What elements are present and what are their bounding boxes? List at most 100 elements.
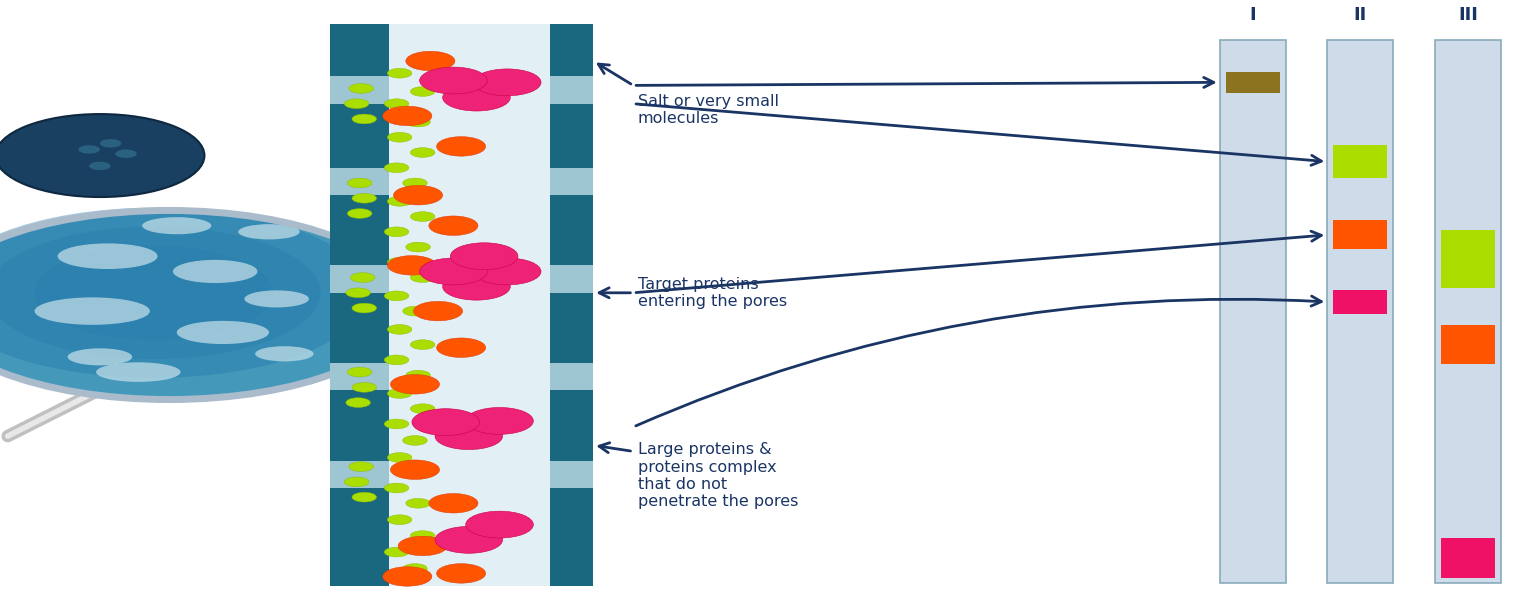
Circle shape (406, 498, 430, 508)
Circle shape (352, 303, 377, 313)
Circle shape (413, 414, 463, 434)
Bar (330, 461, 389, 488)
Circle shape (347, 367, 372, 377)
Circle shape (387, 453, 412, 462)
Circle shape (387, 389, 412, 398)
Circle shape (387, 256, 437, 275)
Ellipse shape (58, 243, 158, 269)
Text: III: III (1459, 6, 1477, 24)
Circle shape (420, 67, 487, 94)
Circle shape (387, 325, 412, 334)
Circle shape (352, 114, 377, 124)
Circle shape (0, 207, 369, 378)
Circle shape (352, 193, 377, 203)
Circle shape (403, 306, 427, 316)
Circle shape (0, 114, 204, 197)
Circle shape (383, 106, 432, 126)
Circle shape (384, 99, 409, 109)
Circle shape (350, 273, 375, 282)
Circle shape (387, 68, 412, 78)
Circle shape (398, 536, 447, 556)
Circle shape (443, 84, 510, 111)
Circle shape (437, 564, 486, 583)
Circle shape (410, 148, 435, 157)
Circle shape (347, 178, 372, 188)
Circle shape (410, 340, 435, 350)
Circle shape (0, 210, 407, 400)
Circle shape (437, 137, 486, 156)
Circle shape (0, 227, 321, 359)
Ellipse shape (35, 298, 151, 325)
Circle shape (346, 288, 370, 298)
Circle shape (344, 99, 369, 109)
Bar (330, 168, 389, 195)
Circle shape (429, 493, 478, 513)
Circle shape (383, 567, 432, 586)
Circle shape (387, 196, 412, 206)
Bar (1436, 40, 1502, 583)
Bar (1334, 220, 1388, 249)
Circle shape (473, 258, 541, 285)
Circle shape (429, 216, 478, 235)
Circle shape (393, 185, 443, 205)
Ellipse shape (238, 224, 300, 240)
Circle shape (387, 257, 412, 267)
Circle shape (384, 291, 409, 301)
Ellipse shape (68, 348, 132, 365)
Ellipse shape (95, 362, 181, 382)
Circle shape (384, 227, 409, 237)
Circle shape (390, 460, 440, 479)
Circle shape (384, 355, 409, 365)
Ellipse shape (174, 260, 258, 283)
Circle shape (420, 258, 487, 285)
Circle shape (410, 531, 435, 540)
Bar (1334, 290, 1388, 314)
Bar (389, 24, 550, 586)
Circle shape (406, 370, 430, 380)
Bar (1220, 40, 1286, 583)
Circle shape (384, 483, 409, 493)
Bar (550, 168, 593, 195)
Text: Target proteins
entering the pores: Target proteins entering the pores (638, 276, 787, 309)
Circle shape (78, 145, 100, 154)
Ellipse shape (244, 290, 309, 307)
Text: II: II (1354, 6, 1366, 24)
Bar (330, 24, 389, 586)
Circle shape (403, 178, 427, 188)
Bar (1328, 40, 1394, 583)
Text: I: I (1250, 6, 1256, 24)
Circle shape (435, 526, 503, 553)
Circle shape (406, 117, 430, 127)
Circle shape (387, 515, 412, 525)
Bar (550, 76, 593, 104)
Bar (1334, 145, 1388, 178)
Circle shape (412, 409, 480, 436)
Circle shape (35, 246, 274, 340)
Circle shape (100, 139, 121, 148)
Bar (550, 265, 593, 293)
Text: Salt or very small
molecules: Salt or very small molecules (638, 93, 779, 126)
Circle shape (384, 547, 409, 557)
Circle shape (406, 51, 455, 71)
Circle shape (443, 273, 510, 300)
Circle shape (344, 477, 369, 487)
Circle shape (403, 564, 427, 573)
Text: Large proteins &
proteins complex
that do not
penetrate the pores: Large proteins & proteins complex that d… (638, 442, 798, 509)
Circle shape (352, 382, 377, 392)
Circle shape (390, 375, 440, 394)
Circle shape (410, 87, 435, 96)
Circle shape (349, 84, 373, 93)
Circle shape (115, 149, 137, 158)
Bar (550, 24, 593, 586)
Bar (550, 363, 593, 390)
Circle shape (473, 69, 541, 96)
Bar (330, 363, 389, 390)
Circle shape (410, 273, 435, 282)
Circle shape (406, 242, 430, 252)
Bar (1442, 538, 1496, 578)
Circle shape (466, 407, 533, 434)
Circle shape (346, 398, 370, 407)
Circle shape (384, 419, 409, 429)
Ellipse shape (177, 321, 269, 344)
Bar (330, 265, 389, 293)
